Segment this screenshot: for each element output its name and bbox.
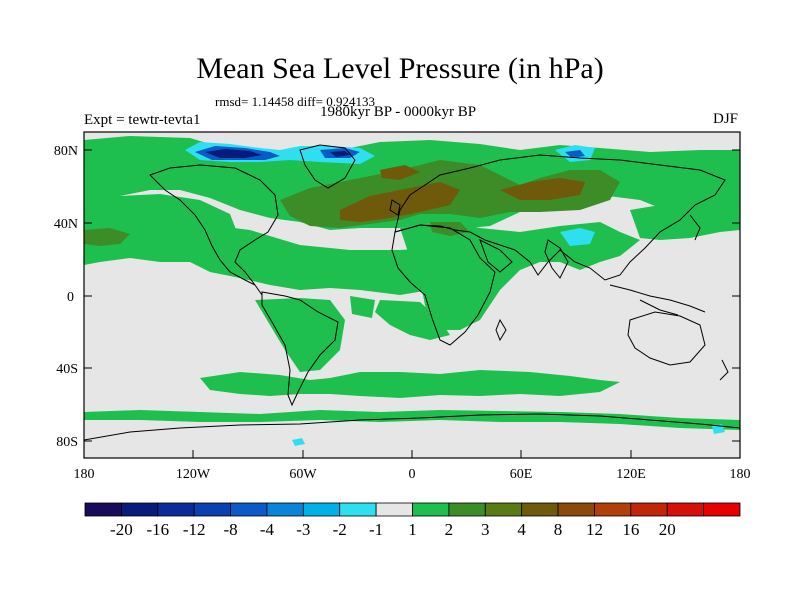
colorbar-label: -3	[296, 520, 310, 539]
map-panel	[84, 132, 740, 458]
colorbar-swatch	[230, 502, 268, 517]
period-label: 1980kyr BP - 0000kyr BP	[320, 104, 477, 120]
lon-label: 120E	[616, 467, 646, 482]
colorbar-swatch	[557, 502, 595, 517]
lon-label: 0	[409, 467, 416, 482]
colorbar-swatch	[266, 502, 304, 517]
colorbar-label: 8	[554, 520, 563, 539]
colorbar-label: 2	[445, 520, 454, 539]
colorbar-label: 20	[659, 520, 676, 539]
colorbar-label: -4	[260, 520, 275, 539]
season-label: DJF	[712, 111, 738, 127]
anomaly-negative-large	[205, 149, 350, 158]
colorbar-swatch	[375, 502, 413, 517]
colorbar-label: -20	[110, 520, 133, 539]
anomaly-positive-large	[340, 165, 585, 222]
colorbar-swatch	[302, 502, 341, 517]
lat-labels: 80N 40N 0 40S 80S	[54, 144, 78, 450]
lon-labels: 180 120W 60W 0 60E 120E 180	[74, 467, 751, 482]
coastlines	[84, 144, 740, 441]
lat-label: 40S	[56, 362, 78, 377]
colorbar-swatch	[594, 502, 632, 517]
lat-ticks	[84, 149, 740, 442]
lat-label: 40N	[54, 217, 78, 232]
colorbar-swatch	[703, 502, 741, 517]
colorbar-swatch	[630, 502, 668, 517]
lon-label: 120W	[176, 467, 211, 482]
colorbar-label: 4	[517, 520, 526, 539]
lon-ticks	[83, 450, 741, 458]
colorbar: -20 -16 -12 -8 -4 -3 -2 -1 1 2 3 4 8 12 16 20	[84, 502, 741, 539]
colorbar-swatch	[339, 502, 377, 517]
map-title: Mean Sea Level Pressure (in hPa)	[196, 52, 604, 85]
colorbar-label: 12	[586, 520, 603, 539]
lon-label: 180	[74, 467, 95, 482]
colorbar-label: -1	[369, 520, 383, 539]
colorbar-swatch	[521, 502, 559, 517]
colorbar-label: -8	[223, 520, 237, 539]
colorbar-swatch	[448, 502, 486, 517]
colorbar-label: 16	[622, 520, 639, 539]
colorbar-label: 1	[408, 520, 417, 539]
colorbar-label: -16	[146, 520, 169, 539]
lat-label: 80S	[56, 435, 78, 450]
experiment-label: Expt = tewtr-tevta1	[84, 112, 201, 128]
colorbar-swatch	[193, 502, 231, 517]
colorbar-swatch	[412, 502, 450, 517]
colorbar-swatch	[157, 502, 195, 517]
colorbar-label: 3	[481, 520, 490, 539]
colorbar-swatch	[484, 502, 523, 517]
colorbar-swatch	[84, 502, 122, 517]
lon-label: 60E	[510, 467, 533, 482]
colorbar-label: -2	[333, 520, 347, 539]
lon-label: 180	[730, 467, 751, 482]
lat-label: 0	[67, 290, 74, 305]
colorbar-swatch	[120, 502, 159, 517]
lat-label: 80N	[54, 144, 78, 159]
colorbar-label: -12	[183, 520, 206, 539]
lon-label: 60W	[289, 467, 317, 482]
stats-label: rmsd= 1.14458 diff= 0.924133	[215, 94, 375, 109]
colorbar-swatch	[666, 502, 705, 517]
